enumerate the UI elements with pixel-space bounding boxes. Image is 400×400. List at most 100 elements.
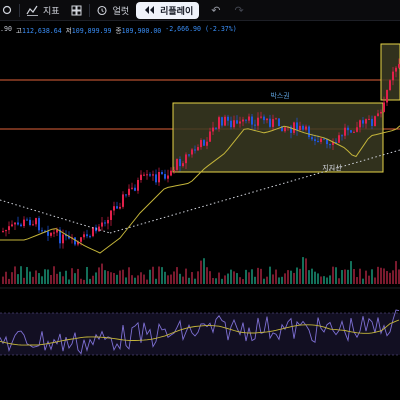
toolbar-divider xyxy=(88,3,90,17)
volume-bar xyxy=(113,272,115,284)
volume-bar xyxy=(275,269,277,284)
support-label: 지지선 xyxy=(322,163,341,172)
candle-body xyxy=(191,149,193,155)
volume-bar xyxy=(53,266,55,284)
candle-body xyxy=(395,67,397,72)
volume-bar xyxy=(296,267,298,284)
candle-body xyxy=(362,120,364,124)
volume-bar xyxy=(368,275,370,284)
volume-bar xyxy=(386,271,388,284)
candlestick-series xyxy=(2,58,400,249)
chart-background xyxy=(0,43,400,289)
volume-bar xyxy=(233,271,235,284)
volume-bar xyxy=(215,278,217,284)
candle-body xyxy=(59,229,61,244)
candle-body xyxy=(11,224,13,227)
volume-bar xyxy=(260,268,262,284)
candle-body xyxy=(146,174,148,176)
moving-average-line xyxy=(0,125,400,254)
volume-bar xyxy=(128,267,130,284)
volume-bar xyxy=(323,276,325,284)
volume-bar xyxy=(224,275,226,284)
replay-rewind-icon xyxy=(142,3,156,17)
candle-body xyxy=(341,135,343,137)
candle-body xyxy=(89,236,91,238)
candle-body xyxy=(269,118,271,127)
candle-body xyxy=(284,127,286,132)
volume-bar xyxy=(83,279,85,284)
volume-bar xyxy=(341,270,343,284)
candle-body xyxy=(65,234,67,237)
layouts-button[interactable] xyxy=(70,0,84,21)
indicators-button[interactable]: 지표 xyxy=(25,0,60,21)
volume-bar xyxy=(17,274,19,284)
volume-bar xyxy=(302,257,304,284)
volume-bar xyxy=(206,267,208,284)
volume-bar xyxy=(269,266,271,284)
redo-icon[interactable]: ↷ xyxy=(234,3,244,17)
volume-bar xyxy=(143,274,145,284)
volume-bar xyxy=(332,266,334,284)
volume-bar xyxy=(152,266,154,284)
candle-body xyxy=(398,64,400,68)
candle-body xyxy=(107,219,109,224)
volume-bar xyxy=(95,272,97,284)
volume-bar xyxy=(239,277,241,284)
candle-body xyxy=(326,138,328,145)
volume-bar xyxy=(38,273,40,284)
candle-body xyxy=(323,138,325,140)
volume-bar xyxy=(125,277,127,284)
volume-bar xyxy=(170,274,172,284)
candle-body xyxy=(281,126,283,132)
volume-bar xyxy=(356,277,358,284)
volume-bar xyxy=(377,266,379,284)
volume-bar xyxy=(116,274,118,284)
candle-body xyxy=(17,222,19,225)
rsi-ma-line xyxy=(0,319,400,346)
volume-bar xyxy=(134,277,136,284)
volume-bar xyxy=(104,270,106,284)
undo-icon[interactable]: ↶ xyxy=(211,3,221,17)
alert-label: 얼럿 xyxy=(112,6,130,17)
candle-body xyxy=(347,127,349,131)
symbol-cell[interactable] xyxy=(0,0,14,21)
volume-bar xyxy=(389,272,391,284)
replay-button[interactable]: 리플레이 xyxy=(136,1,200,19)
candle-body xyxy=(239,121,241,124)
volume-bar xyxy=(314,271,316,284)
candle-body xyxy=(80,237,82,242)
candle-body xyxy=(242,119,244,122)
candle-body xyxy=(317,141,319,143)
volume-bar xyxy=(353,268,355,284)
candle-body xyxy=(278,118,280,127)
volume-bar xyxy=(221,278,223,284)
rsi-pane xyxy=(0,309,400,356)
candle-body xyxy=(50,232,52,236)
volume-bar xyxy=(149,269,151,284)
volume-bar xyxy=(209,271,211,284)
volume-bar xyxy=(299,268,301,284)
volume-bar xyxy=(86,266,88,284)
volume-bar xyxy=(254,276,256,284)
candle-body xyxy=(179,159,181,167)
candle-body xyxy=(311,137,313,140)
candle-body xyxy=(47,231,49,236)
candle-body xyxy=(377,113,379,117)
candle-body xyxy=(353,131,355,133)
volume-bar xyxy=(8,278,10,284)
candle-body xyxy=(290,126,292,133)
alert-button[interactable]: 얼럿 xyxy=(95,0,130,21)
candle-body xyxy=(350,130,352,133)
volume-bar xyxy=(194,278,196,284)
candle-body xyxy=(293,122,295,133)
volume-bar xyxy=(137,275,139,284)
candle-body xyxy=(212,127,214,132)
volume-bar xyxy=(263,278,265,284)
candle-body xyxy=(266,118,268,121)
volume-bar xyxy=(107,271,109,284)
candle-body xyxy=(218,117,220,129)
volume-bar xyxy=(347,269,349,284)
candle-body xyxy=(116,206,118,209)
candle-body xyxy=(68,236,70,239)
